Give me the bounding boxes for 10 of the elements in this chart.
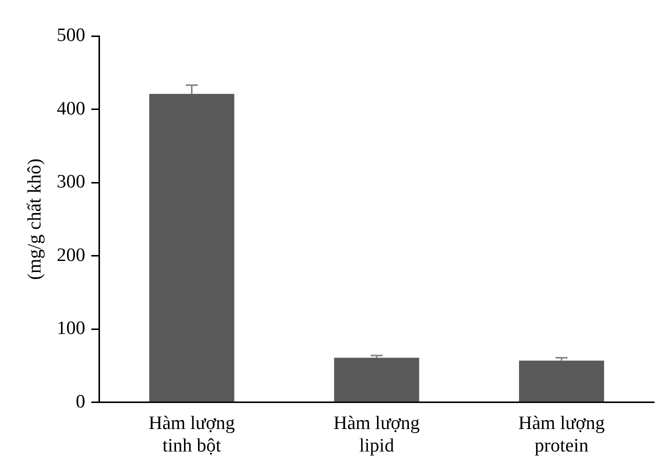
x-tick-label: Hàm lượng tinh bột	[148, 412, 236, 457]
y-tick-label: 300	[56, 172, 86, 193]
y-axis-title: (mg/g chất khô)	[24, 158, 46, 280]
x-tick-label: Hàm lượng protein	[518, 412, 606, 457]
y-tick-label: 100	[56, 318, 86, 340]
y-tick-label: 0	[76, 391, 86, 412]
y-tick-label: 400	[56, 98, 86, 120]
x-tick-label: Hàm lượng lipid	[333, 412, 420, 457]
y-tick-label: 500	[56, 24, 86, 46]
y-tick-label: 200	[56, 244, 86, 266]
